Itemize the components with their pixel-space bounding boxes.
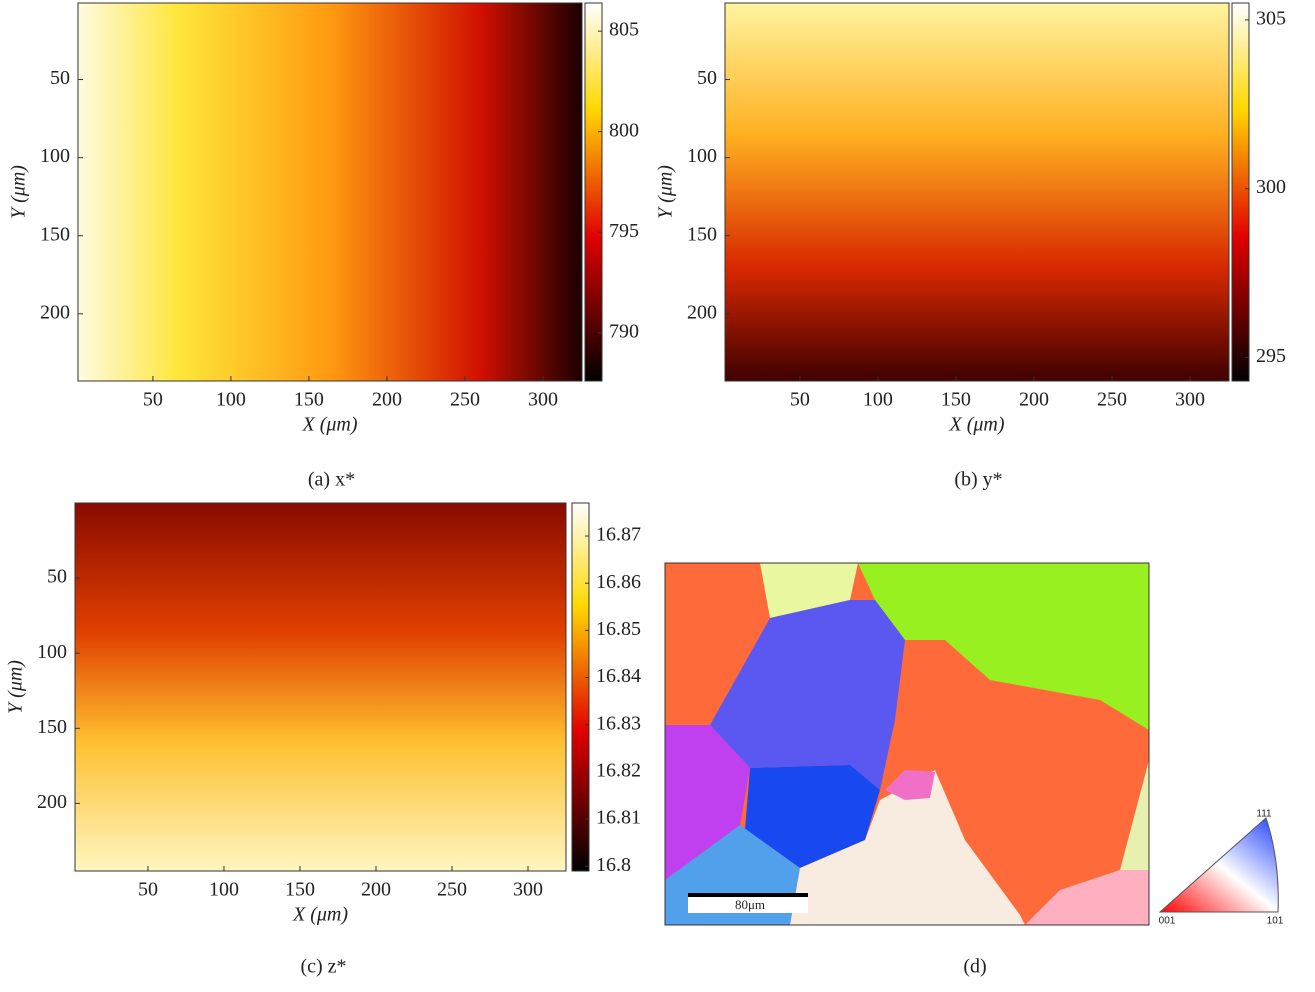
y-tick-label: 100	[40, 145, 70, 167]
x-tick-label: 300	[528, 389, 558, 411]
heatmap-image	[725, 3, 1229, 381]
y-tick-label: 100	[687, 145, 717, 167]
colorbar-tick-label: 16.82	[596, 760, 641, 782]
colorbar-tick-label: 16.83	[596, 712, 641, 734]
x-tick-label: 200	[372, 389, 402, 411]
caption: (b) y*	[954, 469, 1002, 491]
colorbar-tick-label: 305	[1256, 7, 1286, 29]
y-tick-label: 150	[40, 223, 70, 245]
caption: (d)	[963, 956, 986, 978]
y-tick-label: 50	[47, 566, 67, 588]
colorbar-tick-label: 795	[609, 220, 639, 242]
colorbar-tick-label: 16.87	[596, 524, 641, 546]
x-tick-label: 100	[209, 879, 239, 901]
x-axis-label: X (μm)	[292, 904, 348, 926]
x-tick-label: 150	[941, 389, 971, 411]
y-tick-label: 200	[37, 791, 67, 813]
colorbar-tick-label: 16.85	[596, 618, 641, 640]
x-axis-label: X (μm)	[301, 414, 357, 436]
x-tick-label: 200	[361, 879, 391, 901]
colorbar-tick-label: 16.84	[596, 665, 641, 687]
x-tick-label: 50	[143, 389, 163, 411]
colorbar-tick-label: 295	[1256, 345, 1286, 367]
caption: (a) x*	[308, 469, 355, 491]
x-tick-label: 200	[1019, 389, 1049, 411]
heatmap-image	[75, 503, 566, 871]
x-tick-label: 50	[790, 389, 810, 411]
colorbar	[1231, 2, 1250, 382]
caption: (c) z*	[300, 956, 346, 978]
ipf-label: 111	[1256, 809, 1272, 820]
colorbar-tick-label: 800	[609, 119, 639, 141]
x-tick-label: 100	[863, 389, 893, 411]
y-tick-label: 150	[687, 223, 717, 245]
y-tick-label: 200	[40, 301, 70, 323]
x-tick-label: 250	[450, 389, 480, 411]
x-tick-label: 300	[1175, 389, 1205, 411]
x-axis-label: X (μm)	[948, 414, 1004, 436]
colorbar-tick-label: 805	[609, 19, 639, 41]
scale-bar-label: 80μm	[735, 897, 765, 912]
x-tick-label: 150	[294, 389, 324, 411]
ipf-legend: 001 111 101	[1159, 809, 1284, 927]
y-axis-label: Y (μm)	[5, 660, 27, 714]
x-tick-label: 50	[138, 879, 158, 901]
y-axis-label: Y (μm)	[655, 165, 677, 219]
colorbar	[584, 2, 603, 382]
y-tick-label: 200	[687, 301, 717, 323]
colorbar-tick-label: 790	[609, 320, 639, 342]
heatmap-image	[78, 3, 582, 381]
y-tick-label: 100	[37, 641, 67, 663]
colorbar-tick-label: 16.81	[596, 807, 641, 829]
y-tick-label: 150	[37, 716, 67, 738]
colorbar-tick-label: 16.8	[596, 854, 631, 876]
x-tick-label: 150	[285, 879, 315, 901]
ebsd-map: 80μm	[664, 562, 1150, 926]
colorbar	[571, 502, 590, 872]
x-tick-label: 250	[1097, 389, 1127, 411]
y-tick-label: 50	[697, 67, 717, 89]
colorbar-tick-label: 300	[1256, 176, 1286, 198]
y-tick-label: 50	[50, 67, 70, 89]
axes-frame	[74, 502, 567, 872]
colorbar-tick-label: 16.86	[596, 571, 641, 593]
y-axis-label: Y (μm)	[8, 165, 30, 219]
x-tick-label: 100	[216, 389, 246, 411]
axes-frame	[724, 2, 1230, 382]
axes-frame	[77, 2, 583, 382]
ipf-label: 101	[1267, 916, 1284, 927]
x-tick-label: 250	[437, 879, 467, 901]
ipf-label: 001	[1159, 916, 1176, 927]
x-tick-label: 300	[513, 879, 543, 901]
